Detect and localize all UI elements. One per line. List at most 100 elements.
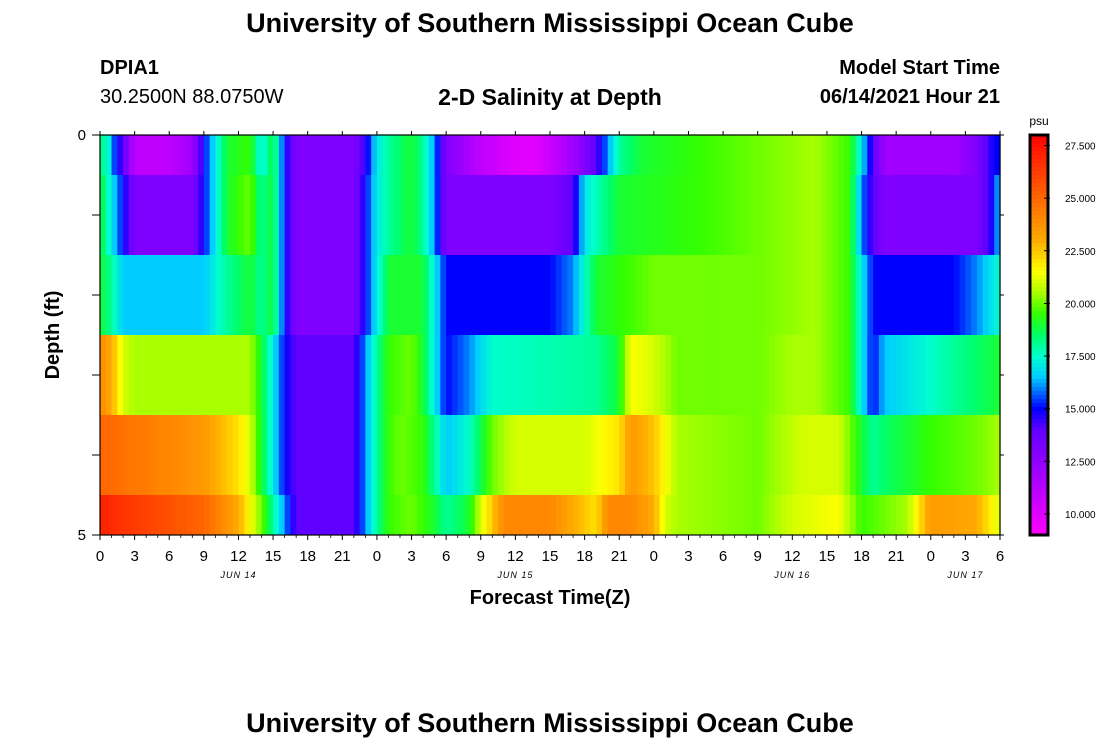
heat-cell: [509, 255, 516, 335]
heat-cell: [226, 135, 234, 175]
heat-cell: [544, 415, 551, 495]
heat-cell: [965, 495, 972, 535]
heat-cell: [723, 495, 730, 535]
heat-cell: [700, 255, 707, 335]
heat-cell: [359, 335, 366, 415]
heat-cell: [613, 255, 620, 335]
x-tick-label: 21: [334, 548, 351, 565]
heat-cell: [105, 495, 113, 535]
heat-cell: [446, 135, 453, 175]
heat-cell: [330, 415, 338, 495]
heat-cell: [982, 135, 990, 175]
heat-cell: [596, 335, 603, 415]
heat-cell: [105, 135, 113, 175]
heat-cell: [705, 415, 713, 495]
colorbar-tick-label: 27.500: [1065, 142, 1096, 153]
colorbar-strip: [1030, 515, 1048, 520]
heat-cell: [607, 135, 615, 175]
heat-cell: [982, 495, 990, 535]
x-tick-label: 3: [130, 548, 138, 565]
heat-cell: [896, 495, 903, 535]
heat-cell: [630, 335, 638, 415]
heat-cell: [215, 335, 222, 415]
heat-cell: [417, 415, 424, 495]
heat-cell: [971, 415, 978, 495]
heat-cell: [786, 255, 793, 335]
heat-cell: [769, 335, 776, 415]
heat-cell: [861, 415, 868, 495]
heat-cell: [301, 495, 309, 535]
heat-cell: [573, 135, 580, 175]
heat-cell: [676, 255, 684, 335]
heat-cell: [769, 495, 776, 535]
heat-cell: [371, 495, 378, 535]
colorbar-strip: [1030, 519, 1048, 524]
heat-cell: [873, 495, 880, 535]
heat-cell: [284, 135, 291, 175]
heat-cell: [861, 495, 868, 535]
x-tick-label: 0: [96, 548, 104, 565]
heat-cell: [111, 135, 118, 175]
heat-cell: [238, 495, 245, 535]
heat-cell: [780, 135, 788, 175]
heat-cell: [255, 255, 263, 335]
heat-cell: [301, 175, 309, 255]
heat-cell: [434, 135, 441, 175]
heat-cell: [907, 135, 915, 175]
heat-cell: [971, 335, 978, 415]
heat-cell: [319, 135, 326, 175]
heat-cell: [301, 255, 309, 335]
heat-cell: [763, 415, 770, 495]
heat-cell: [140, 495, 147, 535]
heat-cell: [417, 175, 424, 255]
heat-cell: [532, 175, 540, 255]
heat-cell: [526, 335, 534, 415]
heat-cell: [625, 135, 632, 175]
heat-cell: [140, 255, 147, 335]
heat-cell: [919, 175, 926, 255]
heat-cell: [682, 135, 690, 175]
x-tick-label: 0: [373, 548, 381, 565]
heat-cell: [307, 135, 315, 175]
heat-cell: [307, 335, 315, 415]
colorbar-strip: [1030, 503, 1048, 508]
heat-cell: [411, 335, 418, 415]
heat-cell: [815, 415, 822, 495]
heat-cell: [809, 175, 816, 255]
heat-cell: [359, 495, 366, 535]
heat-cell: [596, 495, 603, 535]
colorbar-strip: [1030, 463, 1048, 468]
colorbar-strip: [1030, 335, 1048, 340]
heat-cell: [526, 255, 534, 335]
heat-cell: [648, 175, 655, 255]
heat-cell: [128, 415, 136, 495]
colorbar-strip: [1030, 391, 1048, 396]
heat-cell: [192, 335, 199, 415]
heat-cell: [913, 175, 920, 255]
heat-cell: [250, 415, 257, 495]
colorbar-strip: [1030, 339, 1048, 344]
colorbar-strip: [1030, 435, 1048, 440]
heat-cell: [711, 255, 718, 335]
heat-cell: [175, 255, 182, 335]
heat-cell: [803, 415, 811, 495]
heat-cell: [434, 255, 441, 335]
heat-cell: [988, 255, 995, 335]
colorbar-strip: [1030, 207, 1048, 212]
heat-cell: [284, 335, 291, 415]
heat-cell: [740, 495, 747, 535]
heat-cell: [734, 135, 741, 175]
heat-cell: [832, 335, 840, 415]
heat-cell: [463, 255, 470, 335]
heat-cell: [688, 335, 695, 415]
heat-cell: [192, 255, 199, 335]
heat-cell: [763, 135, 770, 175]
heat-cell: [175, 415, 182, 495]
heat-cell: [544, 495, 551, 535]
heat-cell: [786, 175, 793, 255]
heat-cell: [492, 495, 499, 535]
heat-cell: [792, 495, 799, 535]
heat-cell: [757, 135, 765, 175]
heat-cell: [809, 255, 816, 335]
heat-cell: [780, 415, 788, 495]
